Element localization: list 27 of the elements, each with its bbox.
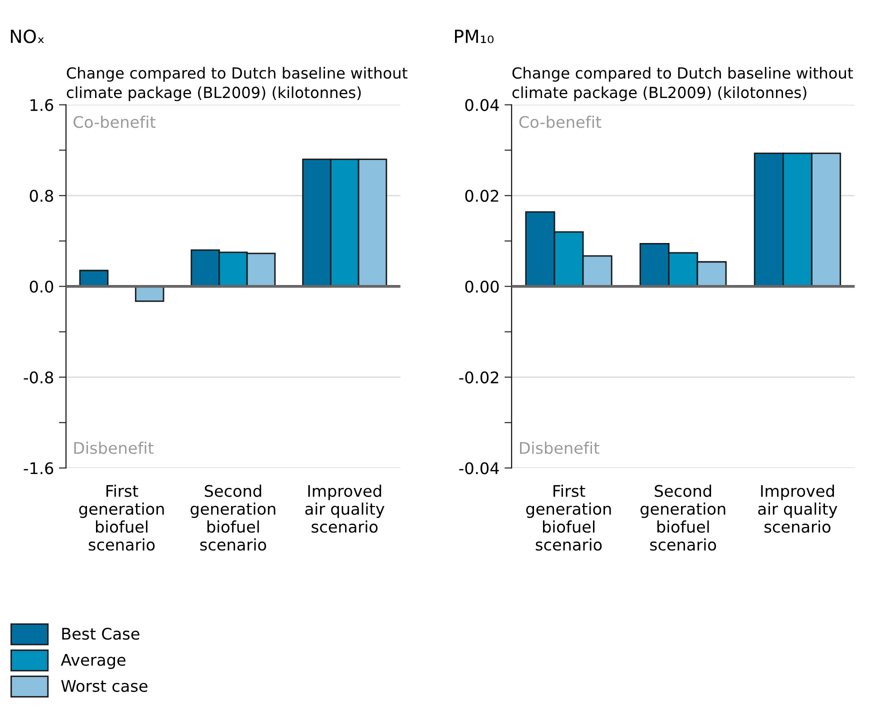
y-tick-label: 0.00	[465, 280, 499, 293]
annotation: Disbenefit	[520, 442, 600, 454]
legend-label: Best Case	[62, 628, 140, 640]
legend-label: Worst case	[61, 680, 148, 692]
y-tick-label: 1.6	[30, 99, 54, 112]
x-tick-label: Second generation biofuel scenario	[640, 484, 726, 551]
x-tick-label: First generation biofuel scenario	[79, 484, 164, 551]
y-tick-label: 0.0	[30, 280, 54, 293]
y-tick-label: 0.04	[465, 99, 499, 112]
chart-title: PM₁₀	[455, 30, 494, 44]
y-tick-label: -0.04	[459, 462, 499, 474]
x-tick-label: Second generation biofuel scenario	[190, 484, 276, 551]
chart-title: NOₓ	[10, 30, 44, 44]
y-tick-label: -0.8	[24, 371, 54, 384]
y-tick-label: 0.8	[30, 190, 54, 202]
x-tick-label: Improved air quality scenario	[305, 484, 384, 533]
y-tick-label: -1.6	[24, 462, 54, 474]
annotation: Co-benefit	[74, 116, 156, 128]
x-tick-label: Improved air quality scenario	[758, 484, 838, 533]
chart-subtitle: Change compared to Dutch baseline without climate package (BL2009) (kilotonnes)	[66, 66, 408, 102]
annotation: Co-benefit	[519, 116, 602, 128]
annotation: Disbenefit	[74, 442, 154, 454]
y-tick-label: 0.02	[465, 190, 498, 202]
x-tick-label: First generation biofuel scenario	[526, 484, 611, 551]
chart-subtitle: Change compared to Dutch baseline without climate package (BL2009) (kilotonnes)	[512, 66, 853, 102]
y-tick-label: -0.02	[459, 371, 498, 384]
legend-label: Average	[60, 654, 126, 669]
